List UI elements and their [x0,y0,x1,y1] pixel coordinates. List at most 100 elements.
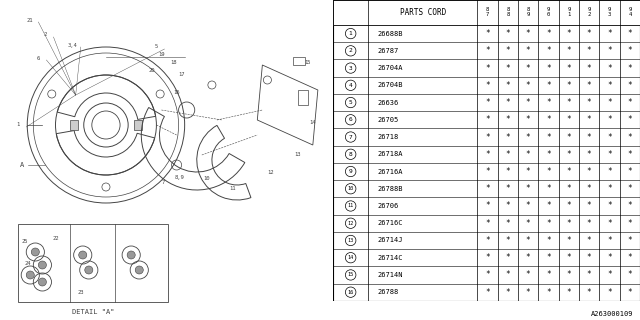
Text: *: * [506,184,510,193]
Text: *: * [485,167,490,176]
Text: *: * [546,64,551,73]
Text: 11: 11 [229,186,236,190]
Text: *: * [526,167,531,176]
Text: *: * [485,288,490,297]
Text: *: * [526,270,531,279]
Text: 26716C: 26716C [378,220,403,226]
Text: 16: 16 [348,290,354,295]
Text: *: * [485,270,490,279]
Text: *: * [627,81,632,90]
Text: *: * [506,64,510,73]
Text: *: * [607,98,612,107]
Text: *: * [506,132,510,141]
Circle shape [127,251,135,259]
Text: 9
3: 9 3 [608,7,611,18]
Bar [134,120,142,130]
Text: *: * [546,81,551,90]
Text: 26716A: 26716A [378,169,403,174]
Text: 17: 17 [179,73,185,77]
Text: *: * [627,219,632,228]
Text: *: * [566,46,571,55]
Text: *: * [627,236,632,245]
Text: 5: 5 [155,44,158,50]
Text: *: * [607,288,612,297]
Text: *: * [485,253,490,262]
Text: *: * [526,150,531,159]
Text: 26714J: 26714J [378,237,403,244]
Text: *: * [627,167,632,176]
Text: *: * [607,253,612,262]
Text: *: * [587,115,591,124]
Bar [333,0,640,25]
Text: 12: 12 [267,170,274,174]
Text: 15: 15 [305,60,311,65]
Text: *: * [627,29,632,38]
Text: *: * [546,167,551,176]
Text: *: * [566,81,571,90]
Text: *: * [607,270,612,279]
Text: 10: 10 [348,186,354,191]
Text: 26714C: 26714C [378,255,403,261]
Circle shape [31,248,39,256]
Text: *: * [627,270,632,279]
Text: 8
8: 8 8 [506,7,509,18]
Text: *: * [607,81,612,90]
Text: DETAIL "A": DETAIL "A" [72,309,114,315]
Text: *: * [546,288,551,297]
Text: *: * [587,167,591,176]
Text: *: * [506,115,510,124]
Text: *: * [627,132,632,141]
Text: *: * [506,167,510,176]
Text: PARTS CORD: PARTS CORD [399,8,446,17]
Text: *: * [485,219,490,228]
Text: 9
2: 9 2 [588,7,591,18]
Text: *: * [526,29,531,38]
Text: *: * [566,236,571,245]
Text: *: * [546,98,551,107]
Text: A: A [20,162,24,168]
Text: *: * [607,167,612,176]
Text: *: * [566,115,571,124]
Text: 8
7: 8 7 [486,7,489,18]
Text: *: * [506,150,510,159]
Text: *: * [566,202,571,211]
Text: *: * [526,46,531,55]
Text: *: * [587,81,591,90]
Text: *: * [627,46,632,55]
Text: *: * [566,98,571,107]
Text: *: * [485,98,490,107]
Text: 9
4: 9 4 [628,7,632,18]
Text: *: * [627,150,632,159]
Text: *: * [546,29,551,38]
Text: *: * [506,81,510,90]
Circle shape [84,266,93,274]
Text: *: * [526,115,531,124]
Text: *: * [627,98,632,107]
Text: *: * [526,81,531,90]
Text: *: * [485,184,490,193]
Text: 11: 11 [348,204,354,209]
Text: *: * [587,236,591,245]
Text: 12: 12 [348,221,354,226]
Text: 26788: 26788 [378,289,399,295]
Text: 26788B: 26788B [378,186,403,192]
Text: *: * [485,202,490,211]
Text: 8,9: 8,9 [175,174,184,180]
Text: *: * [587,29,591,38]
Text: 1: 1 [17,123,20,127]
Text: 4: 4 [349,83,353,88]
Text: 14: 14 [348,255,354,260]
Text: *: * [506,98,510,107]
Text: *: * [607,184,612,193]
Text: *: * [566,29,571,38]
Text: *: * [607,46,612,55]
Text: *: * [506,219,510,228]
Text: *: * [607,132,612,141]
Text: *: * [607,202,612,211]
Circle shape [38,261,47,269]
Text: 26706: 26706 [378,203,399,209]
Text: *: * [526,64,531,73]
Text: A263000109: A263000109 [591,311,634,317]
Text: 26704B: 26704B [378,82,403,88]
Text: *: * [485,29,490,38]
